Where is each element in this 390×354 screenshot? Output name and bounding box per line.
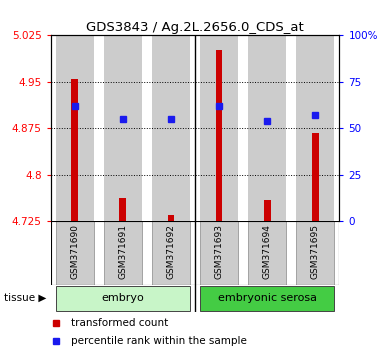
Text: GSM371693: GSM371693	[215, 224, 223, 279]
Text: GSM371691: GSM371691	[118, 224, 128, 279]
Bar	[168, 215, 174, 221]
Bar	[296, 35, 335, 221]
Bar	[104, 221, 142, 285]
Text: GSM371695: GSM371695	[311, 224, 320, 279]
Bar	[71, 79, 78, 221]
Bar	[55, 221, 94, 285]
Bar	[152, 35, 190, 221]
Text: tissue ▶: tissue ▶	[4, 293, 46, 303]
Bar	[200, 35, 238, 221]
Bar	[152, 221, 190, 285]
Text: GSM371694: GSM371694	[262, 224, 272, 279]
Bar	[55, 285, 190, 311]
Bar	[248, 35, 286, 221]
Bar	[119, 198, 126, 221]
Text: GSM371690: GSM371690	[70, 224, 79, 279]
Text: embryo: embryo	[101, 293, 144, 303]
Text: percentile rank within the sample: percentile rank within the sample	[71, 336, 247, 346]
Text: embryonic serosa: embryonic serosa	[218, 293, 317, 303]
Text: transformed count: transformed count	[71, 318, 168, 329]
Bar	[200, 221, 238, 285]
Bar	[200, 285, 335, 311]
Bar	[296, 221, 335, 285]
Bar	[248, 221, 286, 285]
Bar	[55, 35, 94, 221]
Bar	[216, 50, 222, 221]
Title: GDS3843 / Ag.2L.2656.0_CDS_at: GDS3843 / Ag.2L.2656.0_CDS_at	[86, 21, 304, 34]
Bar	[104, 35, 142, 221]
Bar	[264, 200, 271, 221]
Bar	[312, 133, 319, 221]
Text: GSM371692: GSM371692	[167, 224, 176, 279]
